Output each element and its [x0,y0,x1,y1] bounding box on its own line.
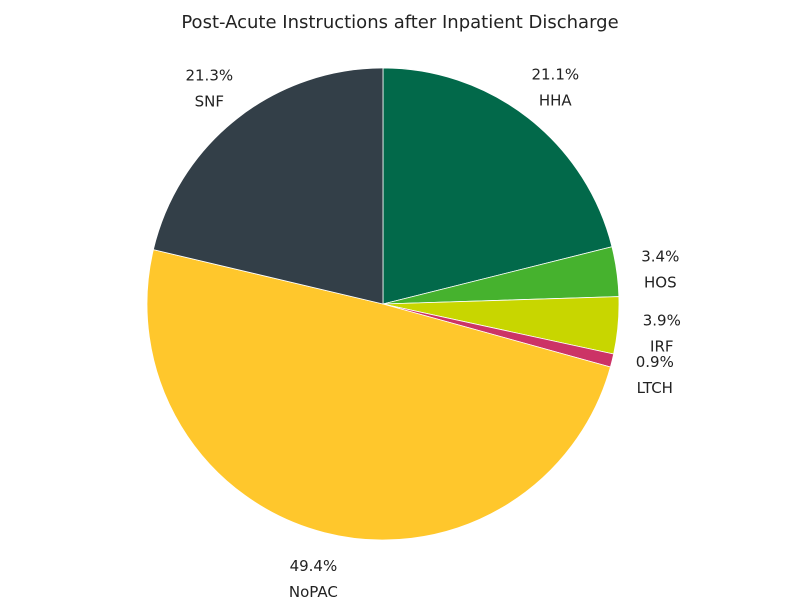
slice-category-label: LTCH [637,379,673,397]
slice-category-label: HOS [644,273,677,291]
slice-percent-label: 21.1% [531,65,579,83]
slice-category-label: IRF [650,338,673,356]
slice-percent-label: 0.9% [636,353,674,371]
slice-percent-label: 21.3% [185,66,233,84]
pie-slice-nopac [146,249,611,541]
slice-percent-label: 3.9% [643,312,681,330]
slice-percent-label: 49.4% [290,557,338,575]
chart-title: Post-Acute Instructions after Inpatient … [181,12,619,33]
pie-slice-snf [152,67,384,305]
slice-category-label: HHA [539,91,573,109]
pie-slice-hha [382,67,613,305]
slice-category-label: SNF [195,92,224,110]
pie-slices [146,67,620,541]
slice-category-label: NoPAC [289,583,338,600]
slice-percent-label: 3.4% [641,247,679,265]
